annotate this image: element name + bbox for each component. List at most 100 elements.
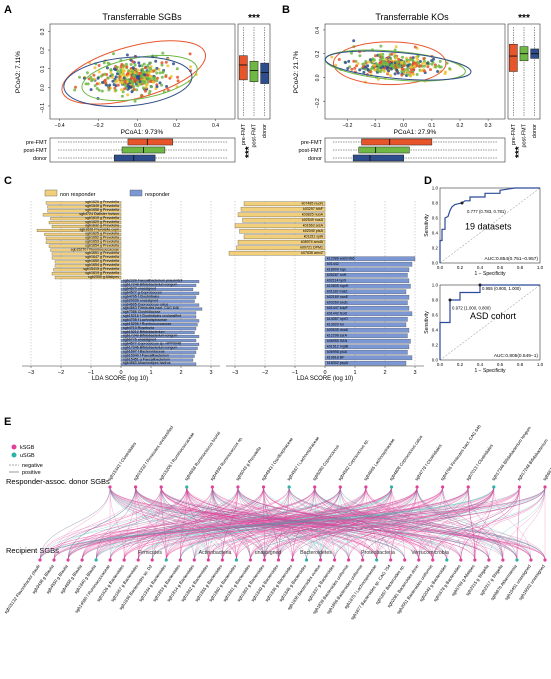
group-label-pre-FMT: pre-FMT [301,140,323,146]
network-link [292,486,418,561]
network-link [109,486,341,561]
panel-a-right-group-labels: pre-FMT post-FMT donor [241,123,268,147]
lda-bar-label: sgb15216 f Clostridiales unclassified [123,314,181,318]
donor-node-label: sgb7013 f Clostridiales [465,443,494,481]
lda-bar-label: sgb1619 g Prevotella [85,216,119,220]
lda-x-tick-label: 1 [149,370,152,376]
scatter-point [152,69,155,73]
network-link [137,486,239,561]
network-link [160,486,476,561]
network-link [160,486,476,561]
network-link [314,486,419,561]
scatter-point [160,83,164,87]
network-link [180,486,418,561]
network-link [340,486,391,561]
network-link [376,486,418,561]
network-link [81,486,264,561]
lda-bar-label: sgb20039 unassigned [123,298,158,302]
lda-bar-label: sgb4724 Dialister invisus [79,212,119,216]
scatter-point [125,65,129,69]
network-link [222,486,469,561]
scatter-point [141,67,145,71]
panel-a-bottom-box-frame [49,137,236,163]
lda-bar-label: k03269 secE [327,301,348,305]
network-link [212,486,279,561]
network-link [365,486,490,561]
lda-bar-label: k02114 lysS [327,279,347,283]
network-link [160,486,546,561]
network-link [222,486,239,561]
scatter-point [144,89,147,93]
scatter-point [112,52,115,56]
scatter-point [100,89,104,93]
lda-bar-label: sgb1652 g Prevotella [85,235,119,239]
donor-node-label: sgb5080 Coprococcus [311,444,340,482]
lda-bar-label: k01442 [327,262,339,266]
scatter-point [140,74,144,78]
network-link [109,486,209,561]
roc-curve [439,187,540,263]
scatter-point [146,76,150,80]
network-link [264,486,546,561]
scatter-point [158,71,162,75]
network-link [467,486,504,561]
network-link [109,486,341,561]
recipient-node [431,558,435,562]
network-link [442,486,476,561]
lda-bar [51,252,122,256]
network-link [160,486,335,561]
lda-bar [44,232,122,236]
scatter-point [129,58,133,62]
scatter-point [344,61,347,64]
recipient-node [136,558,140,562]
lda-bar [324,355,413,361]
lda-bar [324,305,410,311]
scatter-point [379,44,383,48]
lda-x-tick-label: −2 [58,370,64,376]
roc-annotation: 0.972 (1.000, 0.800) [452,306,491,311]
donor-node [210,485,214,489]
panel-c-left-x-label: LDA SCORE (log 10) [92,376,148,382]
scatter-point [112,83,116,87]
roc-x-label: 1 − Specificity [475,368,506,374]
network-link [264,486,341,561]
panel-b-right-box-frame [507,23,541,120]
responder-donor-row-label: Responder-assoc. donor SGBs [6,477,110,486]
network-link [109,486,504,561]
y-tick-label: 0.2 [315,50,321,57]
lda-x-tick-label: 3 [413,370,416,376]
network-link [208,486,213,561]
scatter-point [132,74,136,77]
network-link [123,486,495,561]
network-link [39,486,418,561]
lda-bar [120,338,197,342]
scatter-point [393,72,397,76]
lda-bar-label: sgb2328 Faecalibacterium prausnitzii [123,279,183,283]
network-link [81,486,213,561]
lda-bar-label: sgb1656 g Prevotella [85,208,119,212]
lda-bar [120,303,200,307]
panel-a-right-significance: *** [248,13,260,24]
network-link [39,486,315,561]
scatter-point [109,68,113,72]
network-link [460,486,520,561]
lda-bar-label: sgb1620 g Prevotella [85,220,119,224]
lda-bar [120,362,197,366]
network-link [81,486,290,561]
lda-bar [120,331,195,335]
network-link [264,486,341,561]
roc-y-tick-label: 0.8 [432,201,439,206]
recipient-node [529,558,533,562]
lda-bar-label: sgb1654 g Prevotella [85,243,119,247]
lda-bar-label: sgb4670 unassigned [123,287,156,291]
scatter-point [355,64,359,68]
network-link [67,486,315,561]
network-link [334,486,495,561]
lda-bar [120,342,200,346]
donor-node [287,485,291,489]
scatter-point [346,67,350,70]
network-link [109,486,462,561]
recipient-node [473,558,477,562]
network-link [320,486,367,561]
